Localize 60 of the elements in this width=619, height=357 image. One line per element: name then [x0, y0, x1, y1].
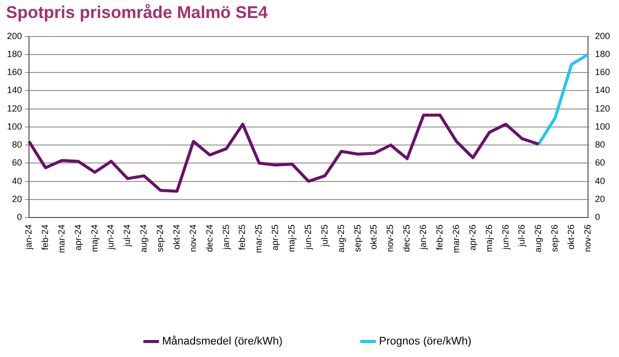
chart-title: Spotpris prisområde Malmö SE4	[6, 3, 268, 23]
y-tick-label: 20	[12, 194, 22, 204]
y-tick-label: 80	[12, 140, 22, 150]
x-tick-label: feb-24	[40, 224, 50, 250]
y-tick-label: 100	[6, 121, 22, 132]
x-tick-label: jun-24	[106, 224, 116, 251]
y-tick-label: 120	[6, 103, 22, 114]
x-tick-label: dec-24	[204, 224, 214, 252]
x-tick-label: jan-26	[418, 224, 428, 251]
x-tick-label: sep-25	[352, 224, 362, 252]
x-tick-label: mar-26	[450, 224, 461, 254]
y2-tick-label: 180	[594, 48, 610, 59]
y-tick-label: 140	[6, 85, 22, 96]
legend-label: Prognos (öre/kWh)	[379, 336, 472, 348]
x-tick-label: aug-25	[336, 224, 346, 253]
x-tick-label: jul-26	[516, 224, 527, 248]
x-tick-label: maj-25	[286, 224, 297, 252]
y-tick-label: 160	[6, 67, 22, 78]
x-tick-label: jul-24	[122, 224, 132, 248]
x-tick-label: okt-25	[368, 224, 379, 250]
y2-tick-label: 100	[594, 121, 610, 132]
x-tick-label: aug-26	[533, 224, 544, 253]
x-tick-label: mar-24	[56, 224, 66, 254]
y2-tick-label: 80	[594, 140, 605, 150]
x-tick-label: aug-24	[138, 224, 149, 253]
x-tick-label: jan-24	[24, 224, 34, 251]
x-tick-label: maj-24	[89, 224, 100, 252]
x-tick-label: nov-25	[385, 224, 396, 252]
legend-label: Månadsmedel (öre/kWh)	[162, 336, 283, 348]
y2-tick-label: 20	[594, 194, 605, 204]
x-tick-label: jul-25	[319, 224, 330, 248]
y2-tick-label: 0	[594, 212, 600, 222]
x-tick-label: jun-26	[500, 224, 510, 251]
y-tick-label: 0	[17, 212, 22, 222]
y-tick-label: 60	[12, 158, 22, 168]
x-tick-label: feb-25	[237, 224, 248, 250]
y2-tick-label: 120	[594, 103, 610, 114]
y-tick-label: 180	[6, 48, 22, 59]
x-tick-label: maj-26	[484, 224, 494, 252]
x-tick-label: apr-24	[72, 224, 83, 251]
x-tick-label: nov-24	[188, 224, 198, 252]
x-tick-label: feb-26	[434, 224, 445, 250]
x-tick-label: mar-25	[254, 224, 264, 254]
y2-tick-label: 140	[594, 85, 610, 96]
x-tick-label: nov-26	[582, 224, 592, 252]
y-tick-label: 200	[6, 30, 22, 41]
x-tick-label: sep-24	[155, 224, 166, 252]
y2-tick-label: 40	[594, 176, 605, 186]
x-tick-label: sep-26	[550, 224, 560, 252]
y2-tick-label: 60	[594, 158, 605, 168]
x-tick-label: dec-25	[402, 224, 412, 252]
x-tick-label: okt-26	[566, 224, 576, 250]
y2-tick-label: 160	[594, 67, 610, 78]
x-tick-label: jan-25	[220, 224, 231, 251]
x-tick-label: okt-24	[171, 224, 182, 250]
x-tick-label: apr-26	[467, 224, 478, 251]
x-tick-label: apr-25	[270, 224, 280, 251]
y-tick-label: 40	[12, 176, 22, 186]
x-tick-label: jun-25	[302, 224, 313, 251]
y2-tick-label: 200	[594, 30, 610, 41]
